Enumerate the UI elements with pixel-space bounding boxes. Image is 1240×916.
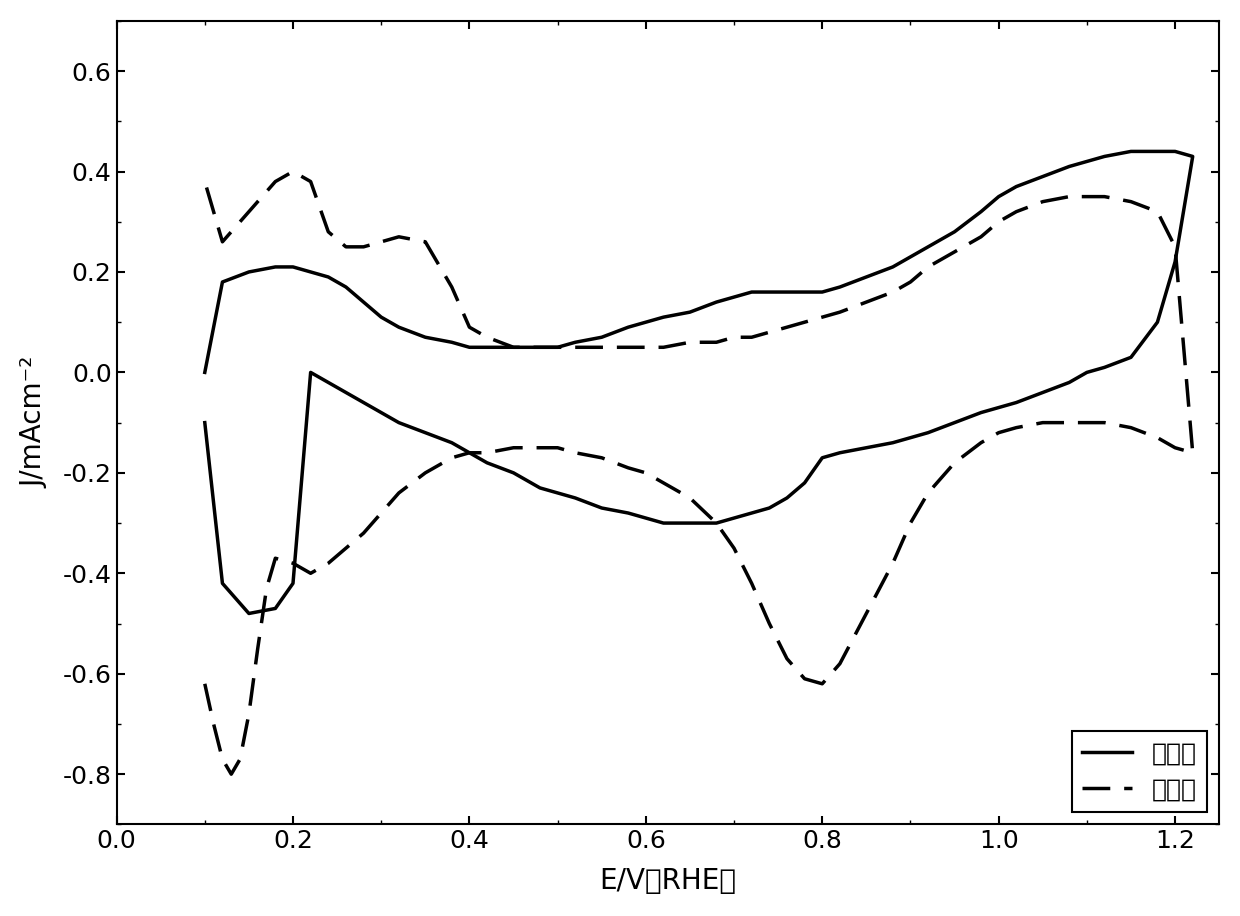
- 对比例: [197, 367, 212, 378]
- 实施例: [268, 552, 283, 563]
- 实施例: [223, 769, 238, 780]
- X-axis label: E/V（RHE）: E/V（RHE）: [599, 867, 737, 895]
- 实施例: [709, 337, 724, 348]
- 实施例: [639, 467, 653, 478]
- 实施例: [1009, 206, 1024, 217]
- Line: 实施例: 实施例: [205, 171, 1193, 774]
- 对比例: [1123, 146, 1138, 157]
- 对比例: [197, 417, 212, 428]
- 对比例: [761, 287, 776, 298]
- Y-axis label: J/mAcm⁻²: J/mAcm⁻²: [21, 357, 48, 488]
- 实施例: [1079, 417, 1094, 428]
- 实施例: [285, 166, 300, 177]
- 对比例: [1097, 362, 1112, 373]
- 对比例: [1168, 256, 1183, 267]
- 对比例: [339, 387, 353, 398]
- 实施例: [197, 176, 212, 187]
- Legend: 对比例, 实施例: 对比例, 实施例: [1071, 731, 1207, 812]
- 实施例: [797, 317, 812, 328]
- Line: 对比例: 对比例: [205, 151, 1193, 614]
- 对比例: [463, 342, 477, 353]
- 实施例: [197, 678, 212, 689]
- 对比例: [242, 608, 257, 619]
- 对比例: [1061, 161, 1076, 172]
